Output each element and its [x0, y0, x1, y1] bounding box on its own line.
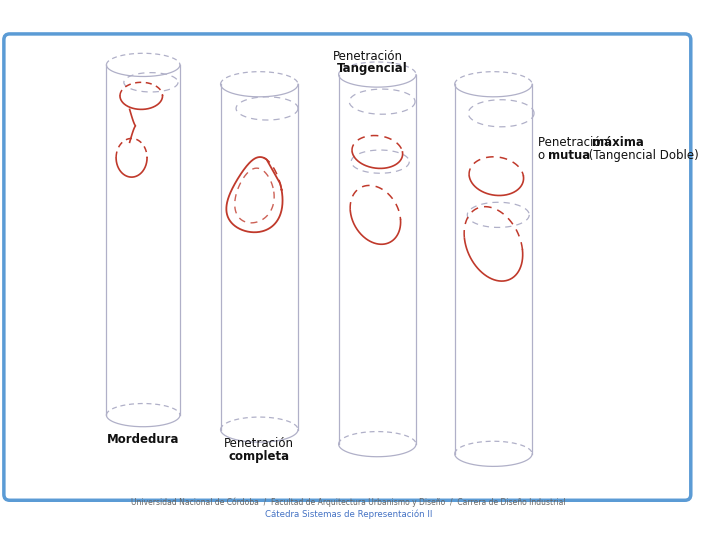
- Text: mutua: mutua: [548, 150, 590, 163]
- Text: máxima: máxima: [592, 136, 644, 149]
- Text: Penetración: Penetración: [538, 136, 612, 149]
- Text: Tangencial: Tangencial: [337, 62, 408, 75]
- Text: Penetración: Penetración: [333, 50, 402, 63]
- Text: Cátedra Sistemas de Representación II: Cátedra Sistemas de Representación II: [265, 509, 432, 518]
- Text: o: o: [538, 150, 549, 163]
- Text: (Tangencial Doble): (Tangencial Doble): [585, 150, 699, 163]
- Text: Penetración: Penetración: [225, 437, 294, 450]
- FancyBboxPatch shape: [4, 34, 690, 500]
- Text: completa: completa: [229, 450, 290, 463]
- Text: Universidad Nacional de Córdoba  /  Facultad de Arquitectura Urbanismo y Diseño : Universidad Nacional de Córdoba / Facult…: [131, 497, 566, 507]
- Text: Mordedura: Mordedura: [107, 433, 179, 446]
